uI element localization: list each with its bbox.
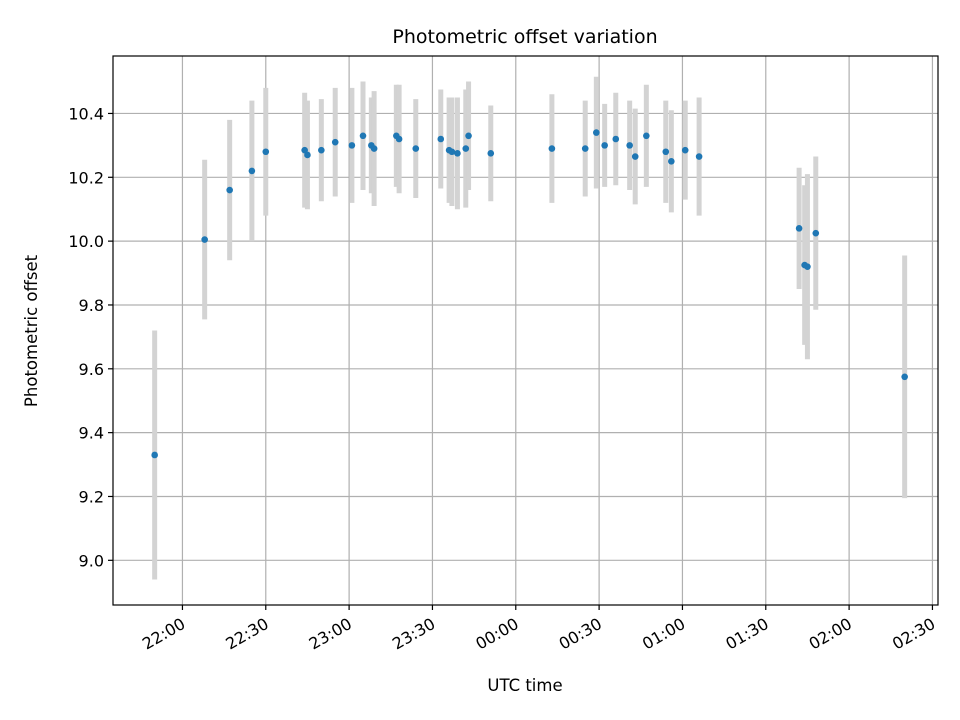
data-point (662, 148, 670, 156)
data-point (318, 146, 325, 154)
data-point (626, 142, 633, 149)
y-tick-label: 10.2 (68, 168, 104, 187)
data-point (395, 135, 403, 143)
y-axis-label: Photometric offset (22, 254, 41, 407)
y-tick-label: 9.6 (79, 360, 104, 379)
data-point (548, 145, 556, 152)
data-point (359, 132, 367, 140)
x-tick-label: 00:30 (556, 614, 605, 654)
y-tick-label: 9.8 (79, 296, 104, 315)
y-tick-label: 10.4 (68, 104, 104, 123)
data-point (151, 451, 158, 459)
x-tick-label: 02:30 (889, 614, 938, 654)
data-point (593, 129, 600, 136)
data-point (248, 167, 256, 175)
x-axis-ticks: 22:00 22:30 23:00 23:30 00:00 00:30 01:00 01:30… (139, 605, 938, 654)
data-point (226, 186, 233, 194)
data-point (795, 225, 803, 232)
x-tick-label: 01:30 (722, 614, 771, 654)
data-point (201, 236, 208, 243)
chart-title: Photometric offset variation (392, 26, 657, 48)
x-tick-label: 23:30 (389, 614, 438, 654)
data-point (668, 158, 675, 165)
grid (113, 56, 938, 605)
data-point (695, 153, 703, 160)
data-point (643, 132, 650, 140)
data-point (601, 142, 608, 149)
x-tick-label: 00:00 (472, 614, 521, 654)
x-tick-label: 22:30 (222, 614, 271, 654)
data-point (612, 135, 620, 143)
data-point (681, 146, 689, 154)
y-tick-label: 10.0 (68, 232, 104, 251)
data-point (304, 151, 311, 159)
y-tick-label: 9.0 (79, 551, 104, 570)
data-point (448, 148, 456, 156)
y-tick-label: 9.4 (79, 424, 104, 443)
y-axis-ticks: 9.0 9.2 9.4 9.6 9.8 10.0 10.2 10.4 (68, 104, 113, 570)
data-point (348, 142, 356, 149)
data-point (331, 138, 339, 146)
data-point (462, 145, 470, 152)
data-point (437, 135, 445, 143)
data-point (631, 153, 639, 160)
x-axis-label: UTC time (487, 676, 562, 695)
x-tick-label: 01:00 (639, 614, 688, 654)
data-point (804, 263, 811, 270)
x-tick-label: 02:00 (806, 614, 855, 654)
axes-frame (112, 55, 939, 606)
data-point (262, 148, 270, 156)
data-point (454, 150, 461, 157)
data-point (901, 373, 908, 381)
data-point (487, 150, 495, 157)
x-tick-label: 23:00 (306, 614, 355, 654)
data-point (581, 145, 589, 152)
data-point (465, 132, 472, 140)
data-point (412, 145, 420, 152)
y-tick-label: 9.2 (79, 487, 104, 506)
data-point (301, 146, 308, 154)
x-tick-label: 22:00 (139, 614, 188, 654)
data-point (812, 229, 820, 237)
data-point (370, 145, 378, 152)
data-points (151, 129, 908, 459)
